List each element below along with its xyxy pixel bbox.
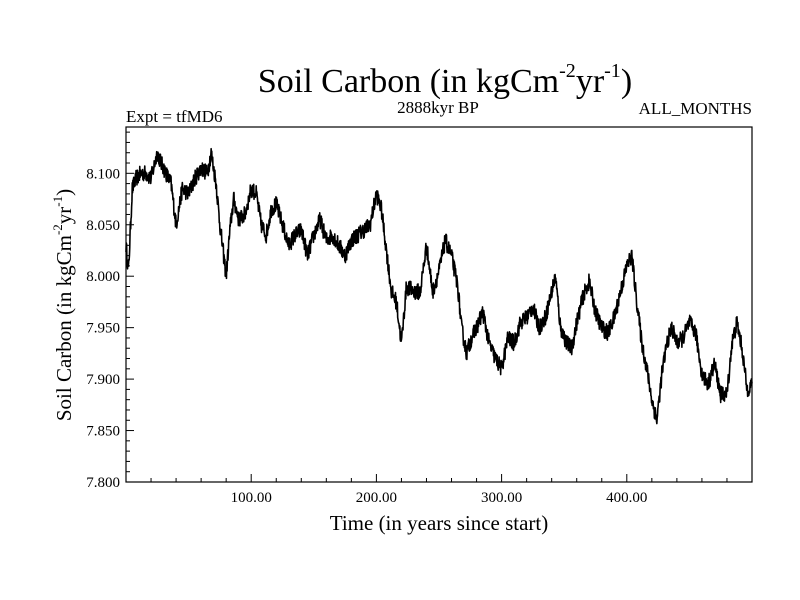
x-tick-label: 400.00: [606, 490, 647, 506]
y-tick-label: 7.800: [86, 475, 120, 491]
x-tick-label: 300.00: [481, 490, 522, 506]
x-tick-label: 200.00: [356, 490, 397, 506]
plot-frame: [125, 126, 753, 483]
experiment-label: Expt = tfMD6: [126, 107, 222, 126]
x-axis-label: Time (in years since start): [330, 511, 549, 535]
chart-title: Soil Carbon (in kgCm-2yr-1): [258, 60, 632, 100]
months-label: ALL_MONTHS: [639, 99, 752, 118]
y-axis-ticks: 7.800 7.850 7.900 7.950 8.000 8.050 8.100: [86, 131, 134, 491]
y-tick-label: 7.850: [86, 424, 120, 440]
y-tick-label: 8.000: [86, 269, 120, 285]
y-tick-label: 8.100: [86, 166, 120, 182]
series-layer: [125, 147, 753, 425]
y-tick-label: 8.050: [86, 218, 120, 234]
y-tick-label: 7.950: [86, 321, 120, 337]
period-label: 2888kyr BP: [397, 98, 479, 117]
y-axis-label: Soil Carbon (in kgCm-2yr-1): [50, 189, 76, 421]
y-tick-label: 7.900: [86, 372, 120, 388]
series-line-soil-carbon: [125, 147, 753, 425]
x-axis-ticks: 100.00 200.00 300.00 400.00: [150, 474, 728, 506]
x-tick-label: 100.00: [231, 490, 272, 506]
